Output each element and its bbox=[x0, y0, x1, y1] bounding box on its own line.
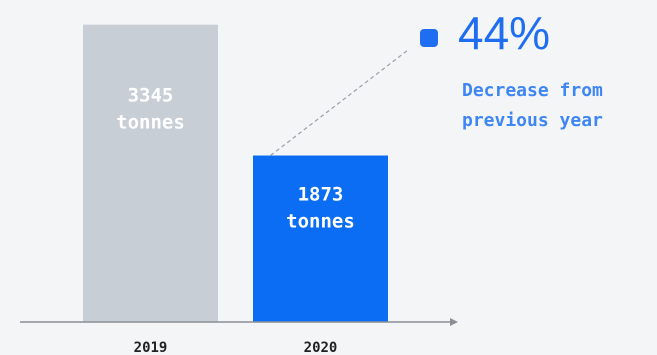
callout-line-1: Decrease from bbox=[462, 80, 603, 101]
callout-connector-group bbox=[270, 49, 409, 156]
bar-unit-label-2020: tonnes bbox=[286, 210, 355, 232]
x-tick-label-2019: 2019 bbox=[134, 340, 168, 355]
callout-marker bbox=[420, 29, 438, 47]
callout-connector-line bbox=[270, 49, 409, 156]
callout-percentage: 44% bbox=[458, 7, 551, 59]
bar-2019 bbox=[83, 24, 218, 323]
bar-value-label-2019: 3345 bbox=[128, 85, 174, 107]
bar-2020 bbox=[253, 155, 388, 322]
bar-value-label-2020: 1873 bbox=[298, 183, 344, 205]
bars-group: 3345 tonnes 1873 tonnes bbox=[83, 24, 388, 323]
callout-description: Decrease from previous year bbox=[462, 76, 603, 136]
x-axis bbox=[20, 318, 458, 326]
x-tick-label-2020: 2020 bbox=[304, 340, 338, 355]
x-tick-labels: 2019 2020 bbox=[134, 340, 338, 355]
bar-unit-label-2019: tonnes bbox=[116, 112, 185, 134]
callout-line-2: previous year bbox=[462, 110, 603, 131]
x-axis-arrow bbox=[450, 318, 458, 326]
